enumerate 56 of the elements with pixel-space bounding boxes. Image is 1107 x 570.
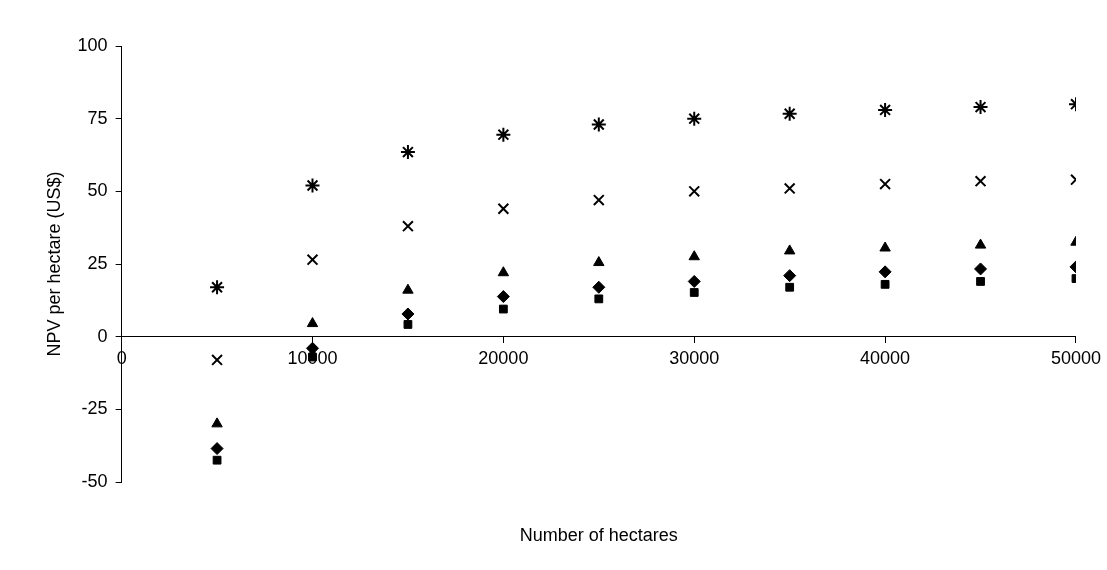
point <box>497 202 510 215</box>
point <box>212 455 222 465</box>
point <box>783 269 797 283</box>
x-tick-label: 40000 <box>860 348 911 369</box>
x-axis-title: Number of hectares <box>519 524 678 545</box>
point <box>878 265 892 279</box>
point <box>211 417 223 428</box>
point <box>497 266 510 277</box>
point <box>498 304 508 314</box>
x-tick-label: 30000 <box>669 348 720 369</box>
point <box>210 442 224 456</box>
point <box>783 182 796 195</box>
point <box>972 99 989 116</box>
point <box>976 277 985 286</box>
point <box>211 353 224 366</box>
point <box>590 116 607 133</box>
point <box>593 256 605 267</box>
point <box>495 126 512 143</box>
point <box>306 253 319 266</box>
y-tick-label: 25 <box>87 252 108 273</box>
point <box>401 307 415 321</box>
y-tick-label: -25 <box>81 398 108 419</box>
point <box>686 110 703 127</box>
point <box>209 279 226 296</box>
x-tick-label: 50000 <box>1050 348 1101 369</box>
point <box>496 290 510 304</box>
point <box>594 294 604 304</box>
point <box>974 175 987 188</box>
y-tick-label: -50 <box>81 470 108 491</box>
point <box>783 244 796 255</box>
point <box>781 105 798 122</box>
point <box>688 250 700 261</box>
y-axis-title: NPV per hectare (US$) <box>43 171 64 357</box>
point <box>877 101 894 118</box>
y-tick-label: 0 <box>97 325 108 346</box>
point <box>689 288 699 297</box>
point <box>306 317 319 328</box>
point <box>402 283 414 294</box>
y-tick-label: 100 <box>77 34 108 55</box>
point <box>879 178 892 191</box>
point <box>974 238 987 249</box>
point <box>592 280 606 294</box>
x-tick-label: 20000 <box>478 348 529 369</box>
y-tick-label: 75 <box>87 107 108 128</box>
point <box>880 279 890 289</box>
point <box>785 282 795 292</box>
point <box>879 241 891 252</box>
point <box>304 177 321 194</box>
point <box>403 320 413 329</box>
point <box>687 274 701 288</box>
y-tick-label: 50 <box>87 180 108 201</box>
point <box>592 194 605 206</box>
point <box>399 144 416 161</box>
point <box>401 220 414 233</box>
point <box>688 185 701 198</box>
point <box>974 262 988 276</box>
